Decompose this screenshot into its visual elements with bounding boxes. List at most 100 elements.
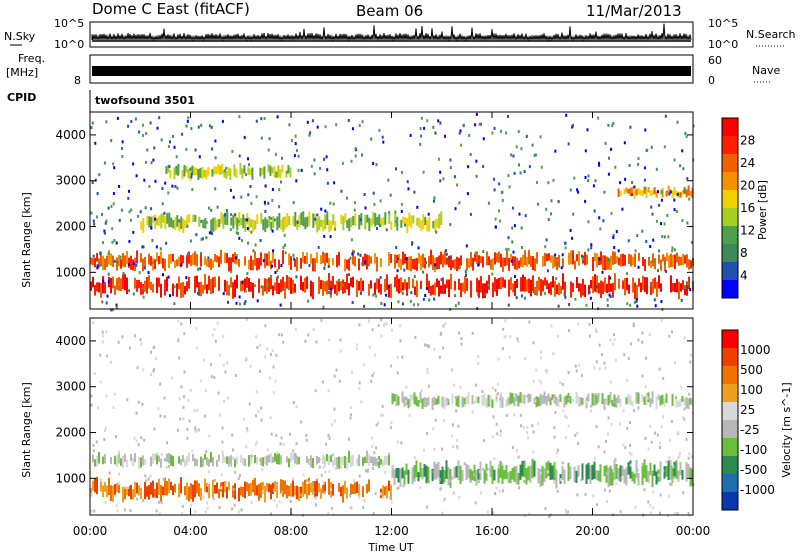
heatmap-speck: [388, 211, 391, 215]
heatmap-speck: [197, 125, 200, 129]
heatmap-cell: [140, 282, 142, 295]
heatmap-cell: [587, 462, 590, 480]
heatmap-speck: [475, 383, 478, 387]
heatmap-cell: [584, 284, 586, 297]
heatmap-cell: [178, 456, 180, 464]
heatmap-speck: [433, 199, 435, 203]
heatmap-speck: [439, 170, 442, 174]
heatmap-speck: [295, 405, 298, 409]
heatmap-cell: [278, 213, 281, 228]
heatmap-speck: [464, 270, 467, 274]
heatmap-speck: [495, 486, 498, 490]
heatmap-speck: [307, 299, 310, 303]
heatmap-speck: [423, 126, 426, 130]
heatmap-speck: [581, 257, 584, 261]
heatmap-speck: [437, 119, 440, 123]
heatmap-cell: [686, 254, 688, 268]
heatmap-speck: [103, 229, 106, 233]
heatmap-speck: [272, 249, 275, 253]
heatmap-cell: [407, 469, 410, 484]
heatmap-speck: [605, 440, 608, 443]
heatmap-cell: [182, 255, 184, 264]
heatmap-cell: [172, 253, 174, 262]
heatmap-cell: [614, 251, 616, 264]
heatmap-speck: [200, 252, 203, 256]
heatmap-speck: [109, 360, 112, 364]
heatmap-cell: [539, 393, 542, 407]
heatmap-speck: [146, 148, 149, 152]
heatmap-speck: [540, 165, 543, 169]
heatmap-cell: [526, 256, 528, 267]
heatmap-cell: [675, 190, 678, 197]
heatmap-cell: [454, 259, 456, 270]
heatmap-speck: [657, 269, 659, 272]
heatmap-speck: [364, 260, 367, 264]
heatmap-speck: [322, 305, 325, 309]
heatmap-speck: [297, 154, 300, 158]
heatmap-cell: [681, 395, 684, 402]
heatmap-speck: [477, 362, 480, 366]
heatmap-cell: [308, 477, 310, 496]
heatmap-speck: [544, 245, 547, 249]
heatmap-speck: [562, 409, 565, 413]
heatmap-speck: [458, 201, 461, 205]
heatmap-speck: [281, 490, 284, 494]
heatmap-speck: [141, 402, 144, 406]
heatmap-cell: [178, 483, 180, 498]
heatmap-speck: [676, 512, 679, 516]
heatmap-speck: [177, 319, 180, 323]
heatmap-speck: [554, 461, 557, 465]
heatmap-cell: [412, 259, 414, 269]
heatmap-cell: [486, 280, 488, 294]
heatmap-speck: [295, 275, 298, 279]
heatmap-cell: [595, 470, 598, 480]
heatmap-speck: [255, 195, 258, 199]
heatmap-cell: [250, 219, 253, 228]
heatmap-speck: [469, 212, 472, 216]
colorbar-tick-label: 12: [740, 224, 755, 238]
heatmap-speck: [387, 452, 390, 455]
heatmap-cell: [156, 277, 158, 293]
heatmap-speck: [532, 450, 535, 454]
heatmap-cell: [310, 253, 312, 264]
heatmap-speck: [244, 300, 247, 304]
heatmap-speck: [604, 141, 607, 145]
heatmap-speck: [106, 294, 109, 298]
heatmap-speck: [177, 339, 180, 343]
heatmap-speck: [516, 337, 519, 341]
heatmap-cell: [675, 396, 678, 408]
freq-unit: [MHz]: [6, 66, 38, 79]
heatmap-speck: [313, 158, 316, 162]
heatmap-cell: [158, 478, 160, 495]
heatmap-cell: [364, 214, 367, 230]
heatmap-speck: [114, 494, 117, 498]
heatmap-speck: [567, 142, 570, 146]
heatmap-speck: [294, 327, 297, 331]
heatmap-speck: [396, 371, 399, 375]
heatmap-cell: [603, 398, 606, 408]
heatmap-speck: [329, 201, 332, 205]
heatmap-cell: [430, 249, 432, 265]
heatmap-cell: [574, 260, 576, 270]
heatmap-speck: [259, 239, 262, 242]
heatmap-speck: [366, 469, 369, 473]
heatmap-speck: [105, 120, 108, 124]
heatmap-speck: [454, 395, 457, 399]
heatmap-speck: [373, 451, 376, 455]
heatmap-speck: [631, 193, 633, 197]
heatmap-cell: [368, 283, 370, 296]
heatmap-speck: [499, 394, 502, 398]
heatmap-speck: [371, 374, 374, 377]
heatmap-speck: [392, 464, 395, 468]
heatmap-cell: [645, 189, 648, 199]
heatmap-speck: [246, 429, 249, 433]
heatmap-cell: [435, 398, 438, 405]
heatmap-speck: [426, 344, 429, 347]
heatmap-speck: [667, 235, 670, 239]
heatmap-speck: [113, 259, 116, 263]
heatmap-speck: [155, 509, 158, 513]
heatmap-speck: [442, 324, 445, 328]
heatmap-speck: [276, 275, 279, 279]
heatmap-cell: [316, 252, 318, 263]
heatmap-speck: [540, 350, 543, 354]
